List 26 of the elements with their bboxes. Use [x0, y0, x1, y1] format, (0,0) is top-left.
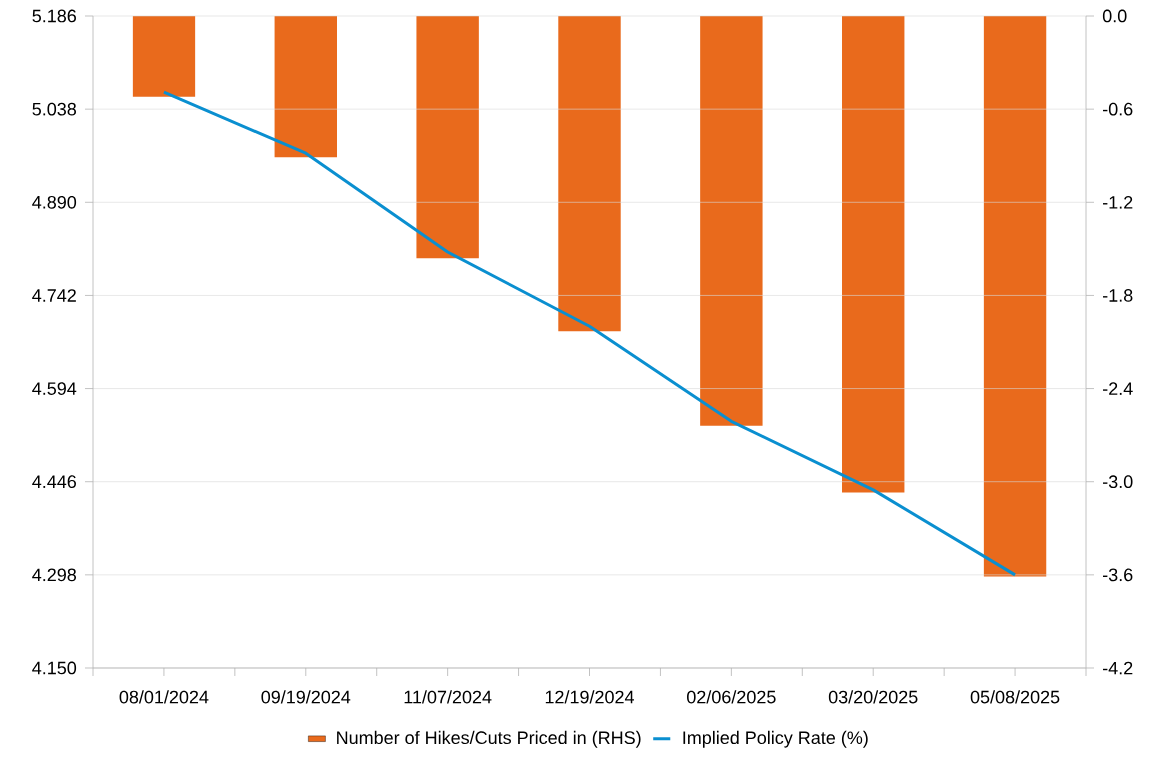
y2-tick-label: 0.0 — [1102, 9, 1127, 23]
x-tick-label: 11/07/2024 — [404, 690, 492, 704]
x-tick-label: 08/01/2024 — [119, 690, 209, 704]
y2-tick-label: -1.8 — [1103, 289, 1133, 302]
y2-tick-label: -2.4 — [1103, 382, 1133, 395]
y-tick-label: 4.594 — [32, 382, 77, 395]
y-tick-label: 4.150 — [32, 661, 77, 675]
x-tick-label: 09/19/2024 — [261, 690, 351, 704]
y2-tick-label: -4.2 — [1103, 661, 1133, 675]
x-tick-label: 05/08/2025 — [970, 690, 1060, 704]
y2-tick-label: -1.2 — [1103, 195, 1133, 209]
y-tick-label: 4.446 — [32, 475, 76, 489]
y-tick-label: 4.298 — [32, 568, 77, 582]
legend-label: Number of Hikes/Cuts Priced in (RHS) — [337, 730, 641, 748]
y-tick-label: 4.742 — [32, 289, 76, 302]
legend-label: Implied Policy Rate (%) — [683, 730, 868, 748]
y-tick-label: 4.890 — [32, 195, 77, 209]
y2-tick-label: -3.0 — [1103, 475, 1133, 489]
y2-tick-label: -3.6 — [1103, 568, 1133, 582]
y-tick-label: 5.186 — [32, 9, 76, 23]
x-tick-label: 02/06/2025 — [687, 690, 776, 704]
y2-tick-label: -0.6 — [1103, 102, 1133, 116]
x-tick-label: 03/20/2025 — [828, 690, 918, 704]
x-tick-label: 12/19/2024 — [545, 690, 635, 704]
y-tick-label: 5.038 — [32, 102, 77, 116]
line-series — [162, 90, 1017, 577]
